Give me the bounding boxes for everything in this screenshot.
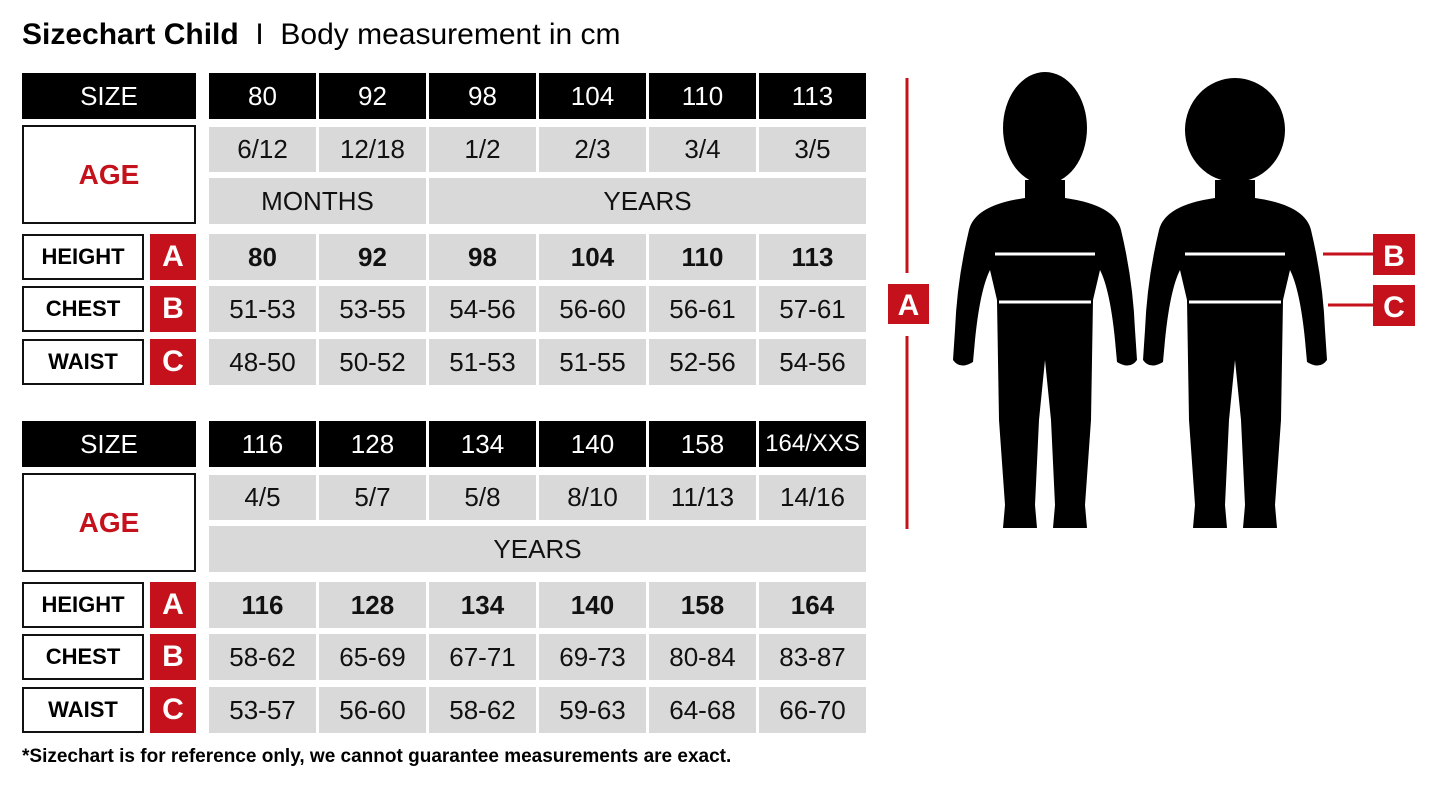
- boy-silhouette: [953, 72, 1137, 528]
- height-label: HEIGHT: [22, 234, 144, 280]
- chest-label: CHEST: [22, 286, 144, 332]
- height-cell: 140: [539, 582, 646, 628]
- chest-cell: 80-84: [649, 634, 756, 680]
- waist-label: WAIST: [22, 687, 144, 733]
- marker-b: B: [150, 286, 196, 332]
- height-cell: 80: [209, 234, 316, 280]
- chest-cell: 51-53: [209, 286, 316, 332]
- girl-silhouette: [1143, 78, 1327, 528]
- marker-a: A: [150, 234, 196, 280]
- marker-a: A: [150, 582, 196, 628]
- waist-cell: 52-56: [649, 339, 756, 385]
- waist-cell: 58-62: [429, 687, 536, 733]
- height-cell: 158: [649, 582, 756, 628]
- footnote: *Sizechart is for reference only, we can…: [22, 746, 732, 767]
- age-cell: 1/2: [429, 127, 536, 172]
- age-cell: 14/16: [759, 475, 866, 520]
- height-cell: 110: [649, 234, 756, 280]
- chest-cell: 67-71: [429, 634, 536, 680]
- age-unit-cell: YEARS: [429, 178, 866, 224]
- marker-c: C: [150, 687, 196, 733]
- chest-cell: 53-55: [319, 286, 426, 332]
- age-label: AGE: [22, 473, 196, 572]
- height-cell: 164: [759, 582, 866, 628]
- age-cell: 11/13: [649, 475, 756, 520]
- marker-lines: [1323, 252, 1373, 307]
- marker-c: C: [150, 339, 196, 385]
- size-cell: 140: [539, 421, 646, 467]
- chest-cell: 58-62: [209, 634, 316, 680]
- waist-label: WAIST: [22, 339, 144, 385]
- chest-cell: 83-87: [759, 634, 866, 680]
- size-cell: 128: [319, 421, 426, 467]
- waist-cell: 53-57: [209, 687, 316, 733]
- waist-cell: 64-68: [649, 687, 756, 733]
- size-cell: 92: [319, 73, 426, 119]
- size-cell: 158: [649, 421, 756, 467]
- chest-cell: 56-61: [649, 286, 756, 332]
- chest-cell: 69-73: [539, 634, 646, 680]
- age-cell: 12/18: [319, 127, 426, 172]
- chest-cell: 57-61: [759, 286, 866, 332]
- marker-a-box: [888, 284, 929, 324]
- height-cell: 116: [209, 582, 316, 628]
- size-cell: 116: [209, 421, 316, 467]
- size-cell: 80: [209, 73, 316, 119]
- chest-cell: 54-56: [429, 286, 536, 332]
- chest-label: CHEST: [22, 634, 144, 680]
- age-cell: 5/7: [319, 475, 426, 520]
- page-title: Sizechart Child I Body measurement in cm: [22, 18, 621, 52]
- waist-cell: 51-53: [429, 339, 536, 385]
- size-cell: 134: [429, 421, 536, 467]
- marker-c: C: [1383, 291, 1405, 324]
- title-separator: I: [255, 18, 264, 51]
- age-cell: 4/5: [209, 475, 316, 520]
- title-subtitle: Body measurement in cm: [280, 18, 621, 51]
- size-cell: 98: [429, 73, 536, 119]
- chest-cell: 65-69: [319, 634, 426, 680]
- age-cell: 5/8: [429, 475, 536, 520]
- waist-cell: 66-70: [759, 687, 866, 733]
- height-cell: 98: [429, 234, 536, 280]
- age-cell: 3/5: [759, 127, 866, 172]
- age-unit-cell: MONTHS: [209, 178, 426, 224]
- waist-cell: 50-52: [319, 339, 426, 385]
- age-cell: 3/4: [649, 127, 756, 172]
- waist-cell: 59-63: [539, 687, 646, 733]
- waist-cell: 48-50: [209, 339, 316, 385]
- size-cell: 104: [539, 73, 646, 119]
- marker-a: A: [898, 289, 920, 322]
- marker-b: B: [1383, 240, 1405, 273]
- size-cell: 164/XXS: [759, 421, 866, 467]
- waist-cell: 51-55: [539, 339, 646, 385]
- height-cell: 113: [759, 234, 866, 280]
- height-cell: 134: [429, 582, 536, 628]
- age-unit-cell: YEARS: [209, 526, 866, 572]
- waist-cell: 54-56: [759, 339, 866, 385]
- age-cell: 6/12: [209, 127, 316, 172]
- height-cell: 92: [319, 234, 426, 280]
- marker-b-box: [1373, 234, 1415, 275]
- marker-b: B: [150, 634, 196, 680]
- size-label: SIZE: [22, 421, 196, 467]
- title-bold: Sizechart Child: [22, 18, 239, 51]
- age-cell: 2/3: [539, 127, 646, 172]
- age-label: AGE: [22, 125, 196, 224]
- size-cell: 113: [759, 73, 866, 119]
- height-cell: 104: [539, 234, 646, 280]
- height-label: HEIGHT: [22, 582, 144, 628]
- size-label: SIZE: [22, 73, 196, 119]
- height-cell: 128: [319, 582, 426, 628]
- size-cell: 110: [649, 73, 756, 119]
- age-cell: 8/10: [539, 475, 646, 520]
- chest-cell: 56-60: [539, 286, 646, 332]
- marker-c-box: [1373, 285, 1415, 326]
- waist-cell: 56-60: [319, 687, 426, 733]
